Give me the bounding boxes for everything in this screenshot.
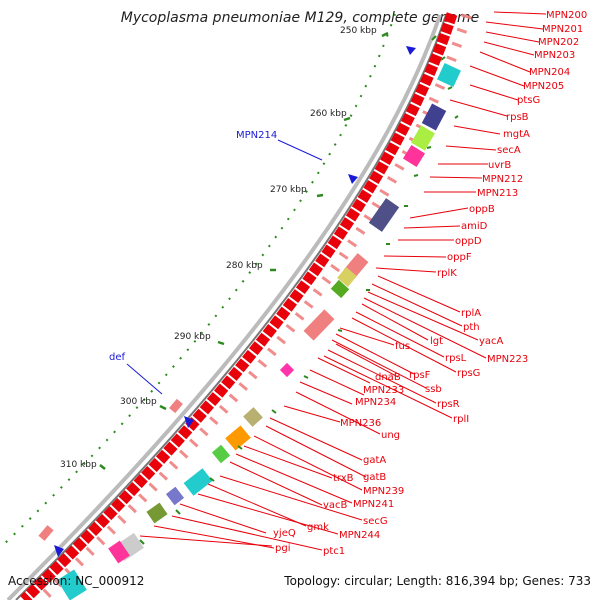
- gene-label: rplA: [461, 308, 481, 319]
- gene-label: gatB: [363, 472, 386, 483]
- gene-label: MPN212: [482, 174, 523, 185]
- gene-label: MPN204: [529, 67, 570, 78]
- scale-label-280: 280 kbp: [226, 261, 263, 271]
- gene-label: yacA: [479, 336, 504, 347]
- gene-label: secG: [363, 516, 388, 527]
- gene-label: MPN234: [355, 397, 396, 408]
- gene-label: dnaB: [375, 372, 401, 383]
- gene-label: MPN203: [534, 50, 575, 61]
- gene-label: rpsB: [506, 112, 529, 123]
- gene-label: MPN223: [487, 354, 528, 365]
- gene-label: MPN202: [538, 37, 579, 48]
- backbone-inner-arc: [15, 14, 447, 600]
- gene-label: MPN201: [542, 24, 583, 35]
- gene-label: fus: [395, 341, 410, 352]
- scale-label-290: 290 kbp: [174, 332, 211, 342]
- gene-label: MPN213: [477, 188, 518, 199]
- accession-label: Accession: NC_000912: [8, 574, 145, 588]
- gene-label: MPN244: [339, 530, 380, 541]
- gene-label: MPN241: [353, 499, 394, 510]
- gene-label: ptsG: [517, 95, 540, 106]
- gene-label: secA: [497, 145, 521, 156]
- gene-label: trxB: [333, 473, 354, 484]
- genome-summary: Topology: circular; Length: 816,394 bp; …: [284, 574, 591, 588]
- gene-label: oppF: [447, 252, 472, 263]
- scale-label-310: 310 kbp: [60, 460, 97, 470]
- gene-label: uvrB: [488, 160, 511, 171]
- gene-label: lgt: [430, 336, 443, 347]
- gene-label: vacB: [323, 500, 348, 511]
- outer-label-mpn214: MPN214: [236, 130, 277, 141]
- gene-label: mgtA: [503, 129, 530, 140]
- gene-label: rpsG: [457, 368, 480, 379]
- gene-label: yjeQ: [273, 528, 296, 539]
- gene-label: ptc1: [323, 546, 345, 557]
- gene-label: MPN239: [363, 486, 404, 497]
- gene-labels: MPN200 MPN201 MPN202 MPN203 MPN204 MPN20…: [273, 10, 587, 557]
- gene-label: ung: [381, 430, 400, 441]
- gene-label: MPN236: [340, 418, 381, 429]
- outer-features: MPN214 def: [38, 46, 416, 557]
- backbone-outer-arc: [6, 14, 442, 600]
- gene-label: rpsF: [409, 370, 431, 381]
- feature-ring: [20, 12, 472, 600]
- outer-label-def: def: [109, 352, 126, 363]
- gene-leader-lines: [139, 11, 547, 551]
- scale-label-300: 300 kbp: [120, 397, 157, 407]
- gene-label: rpsL: [445, 353, 467, 364]
- gene-label: MPN205: [523, 81, 564, 92]
- gene-label: MPN200: [546, 10, 587, 21]
- gene-label: ssb: [425, 384, 442, 395]
- scale-label-250: 250 kbp: [340, 26, 377, 36]
- scale-label-270: 270 kbp: [270, 185, 307, 195]
- gene-label: amiD: [461, 221, 488, 232]
- map-title: Mycoplasma pneumoniae M129, complete gen…: [120, 10, 480, 26]
- gene-label: gatA: [363, 455, 386, 466]
- gc-tick-marks: [139, 35, 459, 545]
- gene-label: rpsR: [437, 399, 460, 410]
- gene-label: oppB: [469, 204, 495, 215]
- gene-label: pgi: [275, 543, 290, 554]
- scale-label-260: 260 kbp: [310, 109, 347, 119]
- gene-label: oppD: [455, 236, 482, 247]
- scale-labels: 250 kbp 260 kbp 270 kbp 280 kbp 290 kbp …: [60, 26, 377, 470]
- gene-label: pth: [463, 322, 480, 333]
- gene-label: gmk: [307, 522, 329, 533]
- gene-label: rplK: [437, 268, 457, 279]
- scale-tick-dashes: [99, 31, 389, 470]
- gene-label: MPN233: [363, 385, 404, 396]
- gene-label: rplI: [453, 414, 469, 425]
